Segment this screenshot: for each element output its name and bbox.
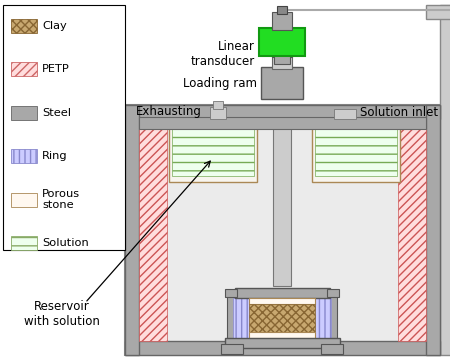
Text: Loading ram: Loading ram xyxy=(183,76,257,90)
Bar xyxy=(11,236,37,250)
Text: Porous
stone: Porous stone xyxy=(42,189,80,210)
Bar xyxy=(274,54,290,64)
Text: PETP: PETP xyxy=(42,64,70,74)
Bar xyxy=(249,332,315,338)
Text: Clay: Clay xyxy=(42,21,67,31)
Bar xyxy=(398,119,426,341)
Bar xyxy=(315,298,331,338)
Text: Exhausting: Exhausting xyxy=(136,106,202,119)
Bar xyxy=(143,119,422,341)
Bar xyxy=(426,105,440,355)
Bar xyxy=(225,338,340,348)
Bar xyxy=(125,105,440,119)
Bar xyxy=(11,106,37,120)
Bar xyxy=(249,304,315,332)
Bar xyxy=(315,128,397,176)
Bar xyxy=(323,294,337,348)
Bar xyxy=(273,119,291,286)
Bar xyxy=(268,49,296,55)
Bar xyxy=(235,288,330,298)
Bar xyxy=(11,193,37,207)
Text: Solution: Solution xyxy=(42,238,89,248)
Bar xyxy=(440,5,450,355)
Bar xyxy=(272,49,292,57)
Bar xyxy=(172,128,254,176)
Text: Linear
transducer: Linear transducer xyxy=(191,40,255,68)
Bar xyxy=(312,124,400,182)
Bar xyxy=(261,67,303,99)
Bar xyxy=(233,298,249,338)
Bar xyxy=(227,294,241,348)
Bar xyxy=(210,107,226,119)
Bar xyxy=(327,289,339,297)
Bar xyxy=(321,344,343,354)
Bar xyxy=(125,105,440,355)
Bar xyxy=(3,5,125,250)
Text: Solution inlet: Solution inlet xyxy=(360,106,438,119)
Bar xyxy=(426,5,450,19)
Bar xyxy=(139,119,167,341)
Bar xyxy=(11,19,37,33)
Bar xyxy=(213,101,223,109)
Bar xyxy=(11,62,37,76)
Bar xyxy=(277,6,287,14)
Bar xyxy=(221,344,243,354)
Bar xyxy=(125,105,139,355)
Bar xyxy=(272,53,292,69)
Bar xyxy=(249,298,315,304)
Text: Steel: Steel xyxy=(42,108,71,118)
Bar xyxy=(11,149,37,163)
Bar xyxy=(169,124,257,182)
Bar xyxy=(259,28,305,56)
Bar xyxy=(334,109,356,119)
Bar xyxy=(225,289,237,297)
Text: Reservoir
with solution: Reservoir with solution xyxy=(24,300,100,328)
Bar xyxy=(139,117,426,129)
Bar xyxy=(272,12,292,30)
Bar xyxy=(125,341,440,355)
Text: Ring: Ring xyxy=(42,151,68,161)
